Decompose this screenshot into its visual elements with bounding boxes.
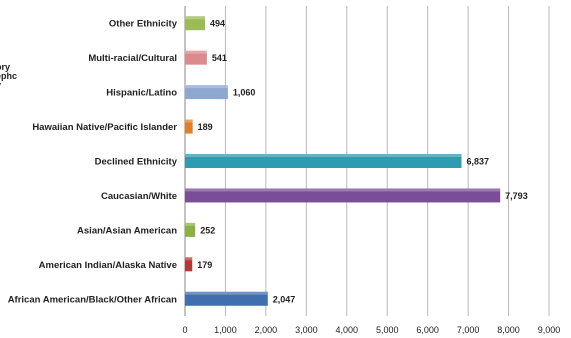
bar — [185, 222, 196, 237]
x-tick-label: 0 — [182, 325, 187, 335]
category-labels: Other Ethnicity Multi-racial/Cultural Hisp… — [8, 19, 178, 306]
category-label: Hispanic/Latino — [106, 88, 177, 99]
data-label: 494 — [210, 19, 225, 29]
data-label: 541 — [212, 53, 227, 63]
bar — [185, 16, 205, 31]
x-tick-label: 8,000 — [497, 325, 520, 335]
bars — [185, 16, 501, 306]
category-label: American Indian/Alaska Native — [39, 260, 177, 271]
bar — [185, 257, 193, 272]
bar-highlight — [185, 16, 205, 20]
data-label: 1,060 — [233, 88, 256, 98]
x-tick-label: 9,000 — [538, 325, 561, 335]
category-label: Other Ethnicity — [109, 19, 178, 30]
bar — [185, 154, 462, 168]
data-label: 252 — [200, 225, 215, 235]
clipped-label-line-2: ephc — [0, 71, 18, 81]
x-tick-label: 3,000 — [295, 325, 318, 335]
data-label: 189 — [198, 122, 213, 132]
clipped-label-line-3: y — [0, 81, 1, 90]
category-label: Hawaiian Native/Pacific Islander — [32, 122, 177, 133]
clipped-label-line-1: ory — [0, 62, 11, 72]
bar — [185, 85, 228, 100]
bar-highlight — [185, 50, 207, 54]
x-axis-tick-labels: 0 1,000 2,000 3,000 4,000 5,000 6,000 7,000 8,00… — [182, 325, 560, 335]
bar — [185, 291, 268, 306]
x-tick-label: 4,000 — [336, 325, 359, 335]
bar-highlight — [185, 257, 193, 261]
x-tick-label: 5,000 — [376, 325, 399, 335]
bar-highlight — [185, 154, 462, 157]
bar-highlight — [185, 222, 196, 226]
x-tick-label: 6,000 — [416, 325, 439, 335]
bar — [185, 188, 501, 203]
x-tick-label: 2,000 — [255, 325, 278, 335]
bar — [185, 50, 207, 65]
bar-highlight — [185, 188, 501, 192]
data-label: 179 — [197, 260, 212, 270]
category-label: African American/Black/Other African — [8, 294, 177, 305]
category-label: Multi-racial/Cultural — [88, 53, 177, 64]
data-label: 6,837 — [467, 157, 490, 167]
x-tick-label: 1,000 — [214, 325, 237, 335]
category-label: Declined Ethnicity — [95, 157, 178, 168]
value-labels: 494 541 1,060 189 6,837 7,793 252 179 2,047 — [197, 19, 527, 305]
category-label: Caucasian/White — [101, 191, 177, 202]
bar — [185, 119, 193, 134]
bar-highlight — [185, 119, 193, 123]
bar-highlight — [185, 85, 228, 89]
data-label: 7,793 — [505, 191, 528, 201]
x-tick-label: 7,000 — [457, 325, 480, 335]
bar-highlight — [185, 291, 268, 295]
category-label: Asian/Asian American — [77, 225, 177, 236]
data-label: 2,047 — [273, 294, 296, 304]
